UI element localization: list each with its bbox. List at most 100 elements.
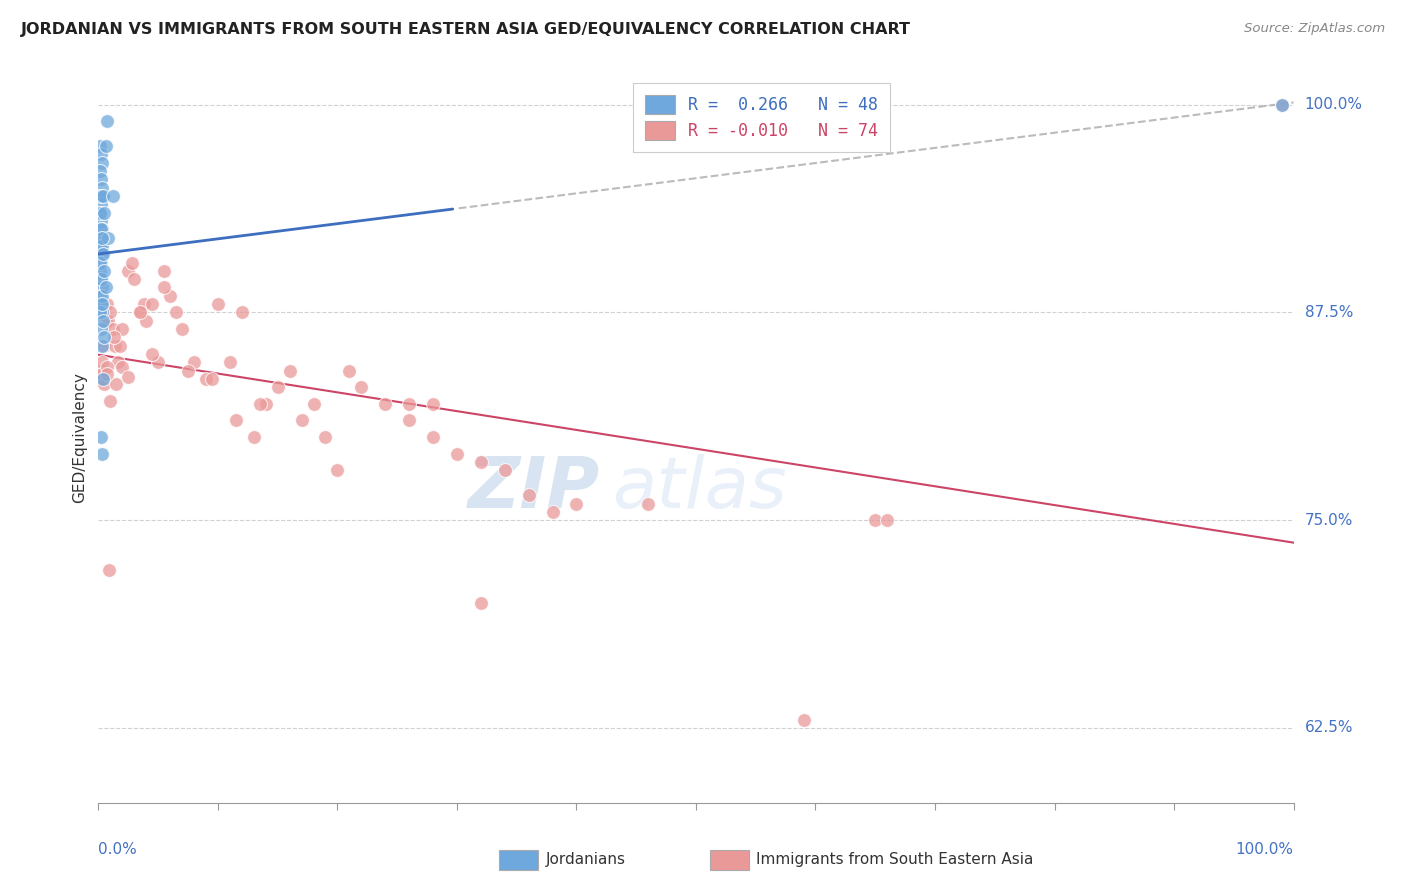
- Point: [89, 305, 111, 319]
- Point: [326, 463, 349, 477]
- Point: [398, 397, 420, 411]
- Point: [863, 513, 886, 527]
- Point: [94, 139, 117, 153]
- Point: [541, 505, 564, 519]
- Point: [90, 272, 112, 286]
- Point: [98, 305, 122, 319]
- Point: [254, 397, 277, 411]
- Point: [194, 372, 217, 386]
- Point: [422, 397, 444, 411]
- Text: ZIP: ZIP: [468, 454, 600, 523]
- Point: [91, 280, 114, 294]
- Point: [91, 314, 114, 328]
- Point: [141, 347, 163, 361]
- Point: [94, 314, 117, 328]
- Legend: R =  0.266   N = 48, R = -0.010   N = 74: R = 0.266 N = 48, R = -0.010 N = 74: [633, 83, 890, 152]
- Point: [494, 463, 516, 477]
- Text: 75.0%: 75.0%: [1305, 513, 1353, 528]
- Point: [91, 222, 114, 236]
- Point: [91, 247, 114, 261]
- Point: [290, 413, 312, 427]
- Point: [89, 372, 111, 386]
- Point: [90, 222, 112, 236]
- Point: [104, 338, 127, 352]
- Text: 0.0%: 0.0%: [98, 842, 138, 856]
- Point: [129, 305, 152, 319]
- Point: [89, 255, 111, 269]
- Point: [470, 455, 492, 469]
- Point: [111, 322, 134, 336]
- Point: [470, 596, 492, 610]
- Point: [98, 563, 121, 577]
- Point: [93, 205, 115, 219]
- Text: Source: ZipAtlas.com: Source: ZipAtlas.com: [1244, 22, 1385, 36]
- Point: [91, 367, 114, 381]
- Point: [91, 156, 114, 170]
- Point: [89, 139, 111, 153]
- Point: [243, 430, 266, 444]
- Text: 87.5%: 87.5%: [1305, 305, 1353, 320]
- Point: [101, 322, 124, 336]
- Point: [89, 164, 111, 178]
- Point: [1271, 97, 1294, 112]
- Point: [165, 305, 187, 319]
- Point: [141, 297, 163, 311]
- Point: [90, 147, 112, 161]
- Point: [225, 413, 247, 427]
- Point: [267, 380, 290, 394]
- Point: [129, 305, 152, 319]
- Point: [90, 322, 112, 336]
- Point: [337, 363, 360, 377]
- Point: [97, 230, 120, 244]
- Point: [103, 330, 125, 344]
- Point: [90, 255, 112, 269]
- Point: [90, 272, 112, 286]
- Point: [153, 280, 176, 294]
- Point: [90, 230, 112, 244]
- Point: [91, 189, 114, 203]
- Point: [231, 305, 253, 319]
- Point: [278, 363, 301, 377]
- Point: [91, 230, 114, 244]
- Text: 100.0%: 100.0%: [1236, 842, 1294, 856]
- Point: [302, 397, 325, 411]
- Point: [183, 355, 205, 369]
- Point: [111, 360, 134, 375]
- Point: [91, 247, 114, 261]
- Point: [91, 180, 114, 194]
- Point: [89, 205, 111, 219]
- Point: [93, 264, 115, 278]
- Point: [117, 370, 139, 384]
- Point: [793, 713, 815, 727]
- Point: [107, 355, 129, 369]
- Point: [132, 297, 155, 311]
- Point: [93, 338, 115, 352]
- Point: [90, 189, 112, 203]
- Point: [96, 367, 118, 381]
- Point: [89, 289, 111, 303]
- Point: [96, 360, 118, 375]
- Y-axis label: GED/Equivalency: GED/Equivalency: [72, 372, 87, 502]
- Point: [89, 264, 111, 278]
- Point: [91, 239, 114, 253]
- Point: [90, 197, 112, 211]
- Text: JORDANIAN VS IMMIGRANTS FROM SOUTH EASTERN ASIA GED/EQUIVALENCY CORRELATION CHAR: JORDANIAN VS IMMIGRANTS FROM SOUTH EASTE…: [21, 22, 911, 37]
- Point: [422, 430, 444, 444]
- Point: [93, 376, 115, 391]
- Point: [89, 189, 111, 203]
- Point: [159, 289, 181, 303]
- Point: [124, 272, 146, 286]
- Text: Immigrants from South Eastern Asia: Immigrants from South Eastern Asia: [756, 853, 1033, 867]
- Point: [91, 447, 114, 461]
- Point: [90, 363, 112, 377]
- Point: [1271, 97, 1294, 112]
- Point: [172, 322, 194, 336]
- Point: [315, 430, 337, 444]
- Point: [121, 255, 143, 269]
- Text: Jordanians: Jordanians: [546, 853, 626, 867]
- Point: [446, 447, 468, 461]
- Point: [876, 513, 898, 527]
- Point: [201, 372, 224, 386]
- Point: [91, 305, 114, 319]
- Point: [153, 264, 176, 278]
